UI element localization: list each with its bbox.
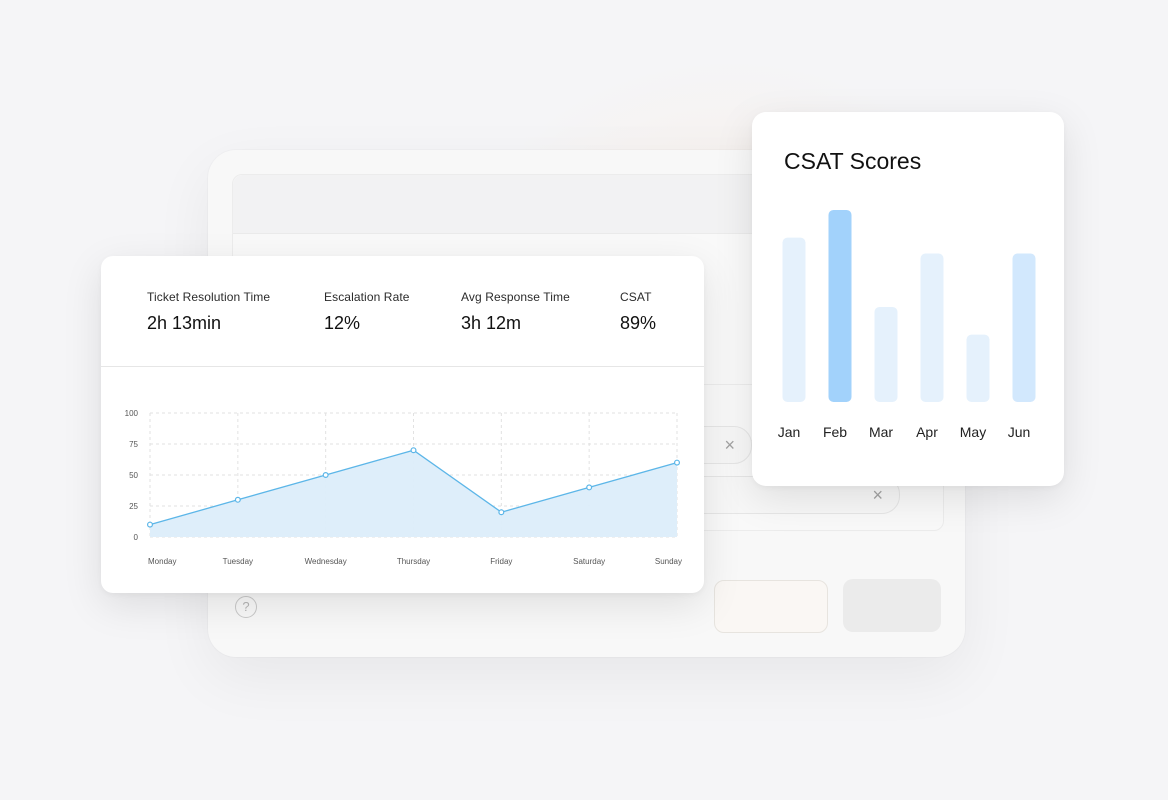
close-icon[interactable]: ×: [872, 485, 883, 505]
bar: [874, 306, 898, 402]
y-tick-label: 75: [129, 440, 138, 449]
data-point: [586, 484, 593, 491]
x-tick-label: Thursday: [397, 557, 430, 566]
kpi-label: Escalation Rate: [324, 290, 410, 304]
x-tick-label: Monday: [148, 557, 176, 566]
kpi-value: 12%: [324, 313, 361, 333]
data-point: [234, 496, 241, 503]
y-tick-label: 100: [125, 409, 139, 418]
x-tick-label: Wednesday: [305, 557, 347, 566]
kpi-header: Ticket Resolution Time 2h 13min Escalati…: [101, 256, 704, 367]
data-point: [410, 447, 417, 454]
x-tick-label: May: [960, 424, 986, 440]
chart-title: CSAT Scores: [784, 148, 922, 174]
kpi-value: 2h 13min: [147, 313, 222, 333]
csat-bar-chart: Jan Feb Mar Apr May Jun: [778, 209, 1036, 440]
kpi-escalation-rate: Escalation Rate 12%: [324, 290, 410, 334]
background-primary-button[interactable]: [843, 579, 941, 632]
x-tick-label: Jan: [778, 424, 801, 440]
bar: [920, 253, 944, 402]
kpi-value: 3h 12m: [461, 313, 522, 333]
bar: [966, 334, 990, 402]
x-tick-label: Jun: [1008, 424, 1031, 440]
weekly-line-chart: 0 25 50 75 100 Monday Tuesday Wednesday Thursday…: [125, 409, 682, 566]
area-fill: [150, 450, 677, 537]
x-tick-label: Apr: [916, 424, 938, 440]
x-tick-label: Saturday: [573, 557, 605, 566]
kpi-label: CSAT: [620, 290, 652, 304]
csat-card: CSAT Scores Jan Feb Mar Apr May Jun: [752, 112, 1064, 486]
data-point: [498, 509, 505, 516]
x-tick-label: Sunday: [655, 557, 682, 566]
kpi-value: 89%: [620, 313, 657, 333]
bar: [1012, 253, 1036, 402]
background-secondary-button[interactable]: [714, 580, 828, 633]
data-point: [673, 459, 680, 466]
data-point: [146, 521, 153, 528]
kpi-label: Avg Response Time: [461, 290, 570, 304]
kpi-label: Ticket Resolution Time: [147, 290, 271, 304]
x-tick-label: Feb: [823, 424, 847, 440]
kpi-csat: CSAT 89%: [620, 290, 656, 334]
y-tick-label: 25: [129, 502, 138, 511]
kpi-avg-response-time: Avg Response Time 3h 12m: [461, 290, 570, 334]
metrics-card: Ticket Resolution Time 2h 13min Escalati…: [101, 256, 704, 593]
y-tick-label: 0: [134, 533, 139, 542]
x-tick-label: Friday: [490, 557, 512, 566]
kpi-ticket-resolution-time: Ticket Resolution Time 2h 13min: [147, 290, 270, 334]
help-icon[interactable]: ?: [235, 596, 257, 618]
data-point: [322, 471, 329, 478]
close-icon[interactable]: ×: [724, 435, 735, 455]
x-tick-label: Mar: [869, 424, 893, 440]
bar: [782, 237, 806, 402]
x-tick-label: Tuesday: [223, 557, 253, 566]
bar: [828, 209, 852, 402]
y-tick-label: 50: [129, 471, 138, 480]
